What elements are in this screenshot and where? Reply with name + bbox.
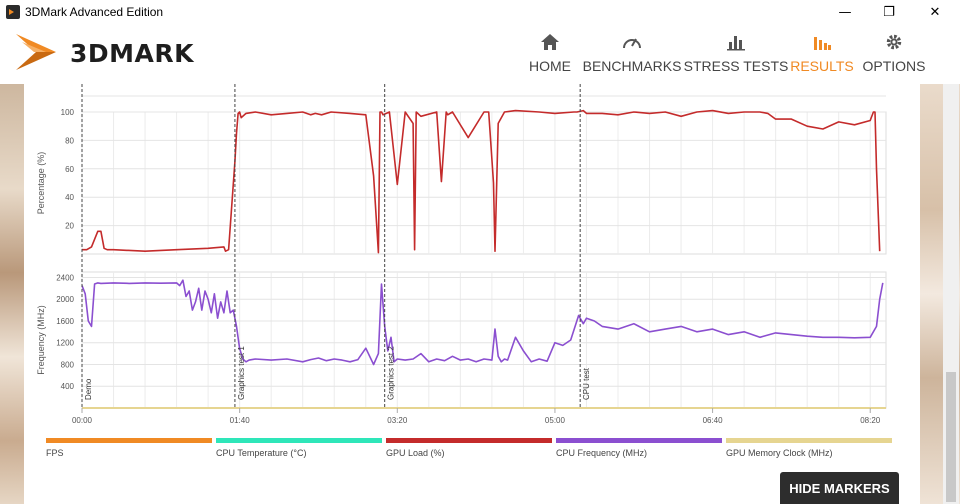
test-marker-label: Demo (84, 378, 93, 400)
legend-gpu-load-label: GPU Load (%) (386, 448, 445, 458)
legend-gpu-memory-clock-swatch (726, 438, 892, 443)
cpu-frequency-plot-frame (81, 271, 887, 409)
xtick-label: 06:40 (703, 416, 724, 425)
gpu-load-ytick-label: 100 (61, 108, 75, 117)
app-header: 3DMARK HOME BENCHMARKS STRESS TESTS RESU… (0, 24, 960, 84)
logo-text: 3DMARK (70, 39, 194, 68)
legend-cpu-frequency-label: CPU Frequency (MHz) (556, 448, 648, 458)
nav-results[interactable]: RESULTS (790, 30, 854, 80)
legend-cpu-temperature-label: CPU Temperature (°C) (216, 448, 307, 458)
cpu-frequency-chart: 400 800 1200 1600 2000 2400 Frequency (MHz) 00:… (36, 271, 887, 425)
cpu-frequency-ytick-label: 2400 (56, 273, 74, 282)
app-icon (6, 5, 20, 19)
gpu-load-chart: 20 40 60 80 100 Percentage (%) (36, 95, 887, 255)
nav-home-label: HOME (529, 58, 571, 74)
close-button[interactable]: ✕ (929, 4, 941, 20)
legend-gpu-load[interactable]: GPU Load (%) (386, 438, 552, 458)
gpu-load-ytick-label: 80 (65, 136, 74, 145)
3dmark-logo[interactable]: 3DMARK (12, 28, 212, 76)
nav-home[interactable]: HOME (528, 30, 572, 80)
legend-gpu-memory-clock-label: GPU Memory Clock (MHz) (726, 448, 833, 458)
cpu-frequency-ytick-label: 2000 (56, 295, 74, 304)
gauge-icon (622, 30, 642, 54)
nav-stress-tests[interactable]: STRESS TESTS (684, 30, 788, 80)
cpu-frequency-ylabel: Frequency (MHz) (36, 305, 46, 375)
nav-options-label: OPTIONS (862, 58, 926, 74)
maximize-button[interactable]: ❐ (883, 4, 895, 20)
bar-chart-icon (726, 30, 746, 54)
gpu-load-ytick-label: 40 (65, 193, 74, 202)
gpu-load-series-line (82, 109, 881, 254)
gear-icon (884, 30, 904, 54)
legend-cpu-temperature[interactable]: CPU Temperature (°C) (216, 438, 382, 458)
xtick-label: 03:20 (387, 416, 408, 425)
test-markers: Demo Graphics test 1 Graphics test 2 CPU te… (81, 84, 591, 408)
xtick-label: 08:20 (860, 416, 881, 425)
window-title: 3DMark Advanced Edition (25, 5, 164, 19)
minimize-button[interactable]: — (838, 4, 852, 20)
legend-cpu-frequency-swatch (556, 438, 722, 443)
test-marker-label: CPU test (582, 367, 591, 400)
legend-fps[interactable]: FPS (46, 438, 212, 458)
cpu-frequency-ytick-label: 1600 (56, 317, 74, 326)
xtick-label: 00:00 (72, 416, 93, 425)
legend-gpu-load-swatch (386, 438, 552, 443)
legend-cpu-temperature-swatch (216, 438, 382, 443)
cpu-frequency-ytick-label: 1200 (56, 339, 74, 348)
results-icon (812, 30, 832, 54)
cpu-frequency-ytick-label: 400 (61, 382, 75, 391)
gpu-load-ylabel: Percentage (%) (36, 152, 46, 215)
monitoring-charts: 20 40 60 80 100 Percentage (%) 400 800 1200 1600… (36, 84, 887, 425)
legend-fps-label: FPS (46, 448, 64, 458)
nav-benchmarks[interactable]: BENCHMARKS (583, 30, 681, 80)
legend-fps-swatch (46, 438, 212, 443)
test-marker-label: Graphics test 2 (387, 346, 396, 400)
legend-cpu-frequency[interactable]: CPU Frequency (MHz) (556, 438, 722, 458)
scrollbar-thumb[interactable] (946, 372, 956, 502)
results-panel (24, 84, 920, 504)
nav-options[interactable]: OPTIONS (862, 30, 926, 80)
cpu-frequency-series-line (81, 279, 884, 366)
xtick-label: 01:40 (230, 416, 251, 425)
nav-results-label: RESULTS (790, 58, 854, 74)
logo-chevron-icon (16, 34, 56, 70)
test-marker-label: Graphics test 1 (237, 346, 246, 400)
legend-gpu-memory-clock[interactable]: GPU Memory Clock (MHz) (726, 438, 892, 458)
nav-benchmarks-label: BENCHMARKS (582, 58, 682, 74)
home-icon (540, 30, 560, 54)
title-bar: 3DMark Advanced Edition — ❐ ✕ (0, 0, 960, 24)
gpu-load-ytick-label: 60 (65, 165, 74, 174)
gpu-load-plot-frame (81, 111, 887, 255)
cpu-frequency-ytick-label: 800 (61, 360, 75, 369)
xtick-label: 05:00 (545, 416, 566, 425)
nav-stress-tests-label: STRESS TESTS (683, 58, 789, 74)
gpu-load-ytick-label: 20 (65, 222, 74, 231)
background-art-left (0, 84, 24, 504)
hide-markers-button[interactable]: HIDE MARKERS (780, 472, 899, 504)
